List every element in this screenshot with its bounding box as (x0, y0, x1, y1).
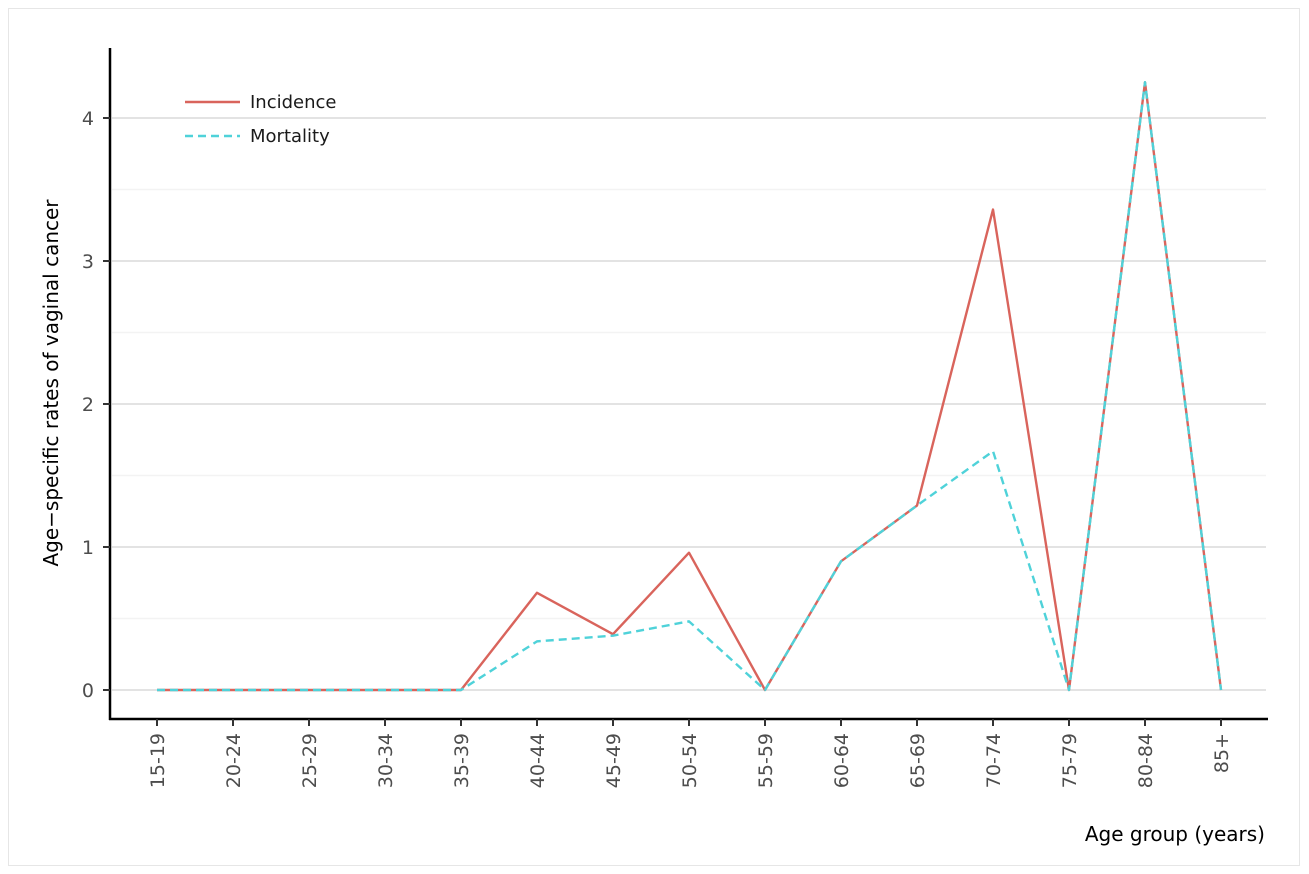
series-line-mortality (157, 81, 1223, 692)
x-tick-label: 50-54 (679, 733, 701, 788)
x-tick-label: 55-59 (755, 733, 777, 788)
grid-lines (112, 117, 1266, 691)
chart-frame (8, 8, 1300, 866)
y-tick-label: 1 (82, 537, 94, 559)
x-tick-label: 20-24 (223, 733, 245, 788)
series-lines (157, 81, 1223, 692)
x-tick-label: 30-34 (375, 733, 397, 788)
x-tick-label: 65-69 (907, 733, 929, 788)
x-axis-title: Age group (years) (1085, 822, 1265, 846)
x-tick-label: 15-19 (147, 733, 169, 788)
y-tick-label: 2 (82, 394, 94, 416)
x-tick-label: 75-79 (1059, 733, 1081, 788)
y-axis-title: Age−specific rates of vaginal cancer (39, 199, 63, 567)
y-tick-labels: 0 1 2 3 4 (82, 108, 110, 702)
x-tick-label: 40-44 (527, 733, 549, 788)
x-tick-label: 60-64 (831, 733, 853, 788)
x-tick-label: 35-39 (451, 733, 473, 788)
legend-label-mortality: Mortality (250, 126, 330, 147)
legend-label-incidence: Incidence (250, 92, 337, 113)
x-tick-label: 80-84 (1135, 733, 1157, 788)
y-tick-label: 0 (82, 680, 94, 702)
series-line-incidence (157, 81, 1223, 692)
y-tick-label: 4 (82, 108, 94, 130)
x-tick-label: 70-74 (983, 733, 1005, 788)
x-tick-label: 45-49 (603, 733, 625, 788)
legend: Incidence Mortality (185, 92, 337, 147)
x-tick-labels: 15-19 20-24 25-29 30-34 35-39 40-44 45-49 50-54… (147, 719, 1233, 788)
x-tick-label: 85+ (1211, 733, 1233, 773)
y-tick-label: 3 (82, 251, 94, 273)
x-tick-label: 25-29 (299, 733, 321, 788)
